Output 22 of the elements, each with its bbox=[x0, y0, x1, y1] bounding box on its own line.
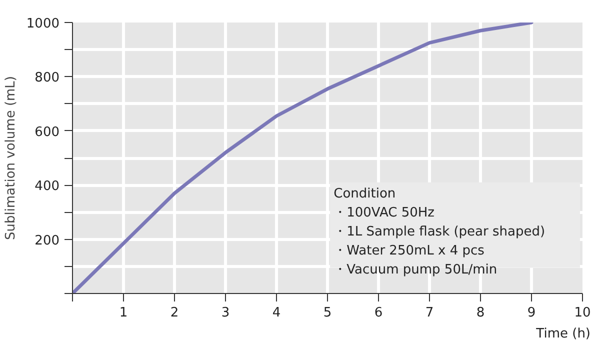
x-tick-label: 9 bbox=[527, 306, 536, 320]
x-tick-label: 8 bbox=[476, 306, 485, 320]
y-tick-label: 1000 bbox=[26, 16, 60, 32]
x-tick-label: 1 bbox=[119, 306, 128, 320]
x-tick-label: 6 bbox=[374, 306, 383, 320]
y-tick-label: 600 bbox=[34, 124, 60, 140]
y-tick-label: 800 bbox=[34, 70, 60, 86]
y-tick-label: 400 bbox=[34, 179, 60, 194]
annotation: Condition bbox=[334, 186, 396, 202]
annotation: ・1L Sample flask (pear shaped) bbox=[334, 224, 546, 240]
x-tick-label: 2 bbox=[170, 306, 179, 320]
annotation: ・Water 250mL x 4 pcs bbox=[334, 243, 485, 258]
x-tick-label: 7 bbox=[425, 306, 434, 320]
x-tick-label: 4 bbox=[272, 306, 281, 320]
annotation: ・100VAC 50Hz bbox=[334, 205, 435, 220]
y-axis-title: Sublimation volume (mL) bbox=[3, 76, 18, 240]
x-tick-label: 3 bbox=[221, 306, 230, 320]
y-tick-label: 200 bbox=[34, 233, 60, 248]
x-tick-label: 5 bbox=[323, 306, 332, 320]
x-tick-label: 10 bbox=[574, 306, 591, 320]
x-axis-title: Time (h) bbox=[535, 326, 591, 342]
annotation: ・Vacuum pump 50L/min bbox=[334, 262, 498, 278]
